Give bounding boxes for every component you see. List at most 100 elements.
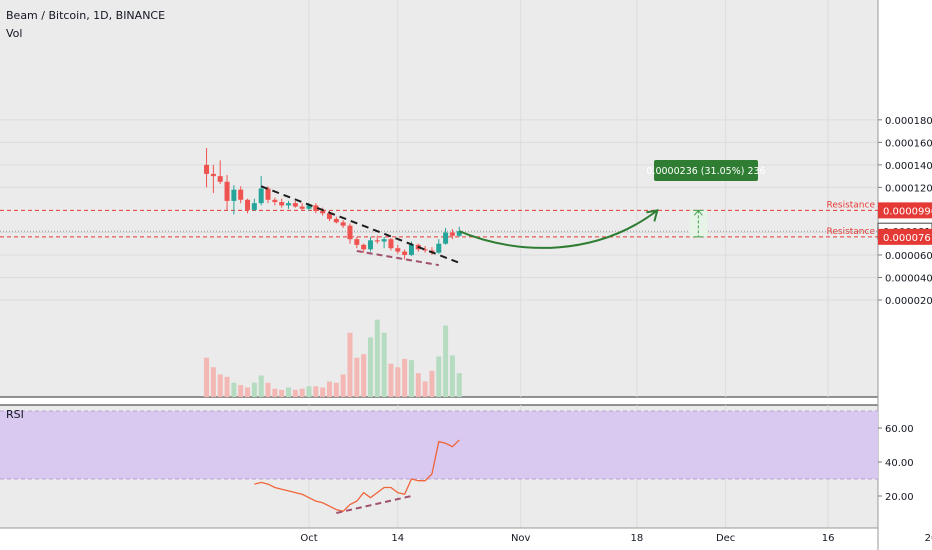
volume-bar [443, 325, 449, 397]
volume-bar [388, 363, 394, 397]
candle-body [238, 189, 244, 200]
volume-bar [265, 382, 271, 397]
target-range-area [689, 210, 708, 237]
candle-body [299, 206, 305, 209]
volume-bar [313, 386, 319, 397]
projection-curve [458, 209, 658, 249]
candle-body [395, 248, 401, 252]
rsi-tick-label: 20.00 [885, 492, 914, 503]
volume-bar [210, 367, 216, 397]
candle-body [272, 199, 278, 203]
candle-body [381, 239, 387, 242]
volume-bar [449, 355, 455, 397]
candle-body [402, 251, 408, 255]
volume-bar [224, 376, 230, 397]
candle-body [265, 188, 271, 200]
volume-bar [408, 360, 414, 397]
x-tick-label: 18 [630, 533, 643, 544]
target-range-arrow [693, 209, 703, 216]
volume-bar [326, 381, 332, 397]
candle-body [292, 203, 298, 207]
volume-bar [374, 319, 380, 397]
volume-bar [299, 388, 305, 397]
candle-body [224, 181, 230, 201]
volume-bar [415, 373, 421, 397]
volume-bar [354, 357, 360, 397]
volume-bar [402, 358, 408, 397]
candle-body [422, 249, 428, 251]
volume-bar [279, 389, 285, 397]
candle-body [347, 225, 353, 240]
volume-bar [238, 385, 244, 397]
volume-bar [395, 367, 401, 397]
candle-body [326, 213, 332, 219]
candle-body [333, 218, 339, 223]
volume-bar [367, 337, 373, 397]
volume-bar [381, 332, 387, 397]
resistance-label: Resistance [827, 200, 876, 210]
rsi-tick-label: 60.00 [885, 424, 914, 435]
candle-body [231, 189, 237, 201]
x-tick-label: 16 [822, 533, 835, 544]
volume-bar [272, 388, 278, 397]
candle-body [388, 239, 394, 249]
candle-body [320, 211, 326, 214]
candle-body [449, 232, 455, 236]
resistance-label: Resistance [827, 227, 876, 237]
candle-body [354, 239, 360, 245]
candle-body [408, 244, 414, 255]
volume-bar [217, 374, 223, 397]
volume-bar [429, 370, 435, 397]
symbol-title: Beam / Bitcoin, 1D, BINANCE [6, 9, 166, 22]
volume-bar [292, 389, 298, 397]
candle-body [251, 203, 257, 210]
volume-bar [258, 375, 264, 397]
candle-body [217, 176, 223, 182]
target-label-box [654, 160, 758, 181]
price-tag [878, 228, 932, 245]
rsi-label: RSI [6, 408, 24, 421]
candle-body [374, 240, 380, 242]
x-tick-label: 14 [391, 533, 404, 544]
price-tag [878, 202, 932, 219]
rsi-tick-label: 40.00 [885, 458, 914, 469]
candle-body [245, 199, 251, 210]
volume-bar [340, 374, 346, 397]
rsi-band [0, 411, 878, 479]
volume-bar [204, 357, 210, 397]
projection-arrowhead [646, 209, 659, 222]
candle-body [258, 188, 264, 204]
price-divergence-line [356, 250, 439, 267]
x-tick-label: 2020 [925, 533, 932, 544]
volume-bar [436, 356, 442, 397]
rsi-line [254, 439, 460, 513]
candle-body [361, 244, 367, 250]
panel-gap [0, 398, 878, 405]
volume-bar [456, 373, 462, 397]
candle-body [204, 164, 210, 174]
volume-bar [320, 387, 326, 397]
rsi-divergence-line [336, 495, 412, 514]
volume-bar [286, 387, 292, 397]
x-tick-label: Dec [716, 533, 735, 544]
x-tick-label: Nov [511, 533, 531, 544]
candle-body [340, 222, 346, 226]
x-tick-label: Oct [300, 533, 317, 544]
volume-bar [231, 382, 237, 397]
candle-body [279, 202, 285, 206]
candle-body [436, 243, 442, 253]
candle-body [210, 173, 216, 177]
target-label-text: 0.0000236 (31.05%) 236 [646, 166, 765, 177]
volume-bar [333, 382, 339, 397]
candle-body [443, 232, 449, 244]
volume-bar [422, 381, 428, 397]
volume-bar [347, 332, 353, 397]
volume-label: Vol [6, 27, 23, 40]
